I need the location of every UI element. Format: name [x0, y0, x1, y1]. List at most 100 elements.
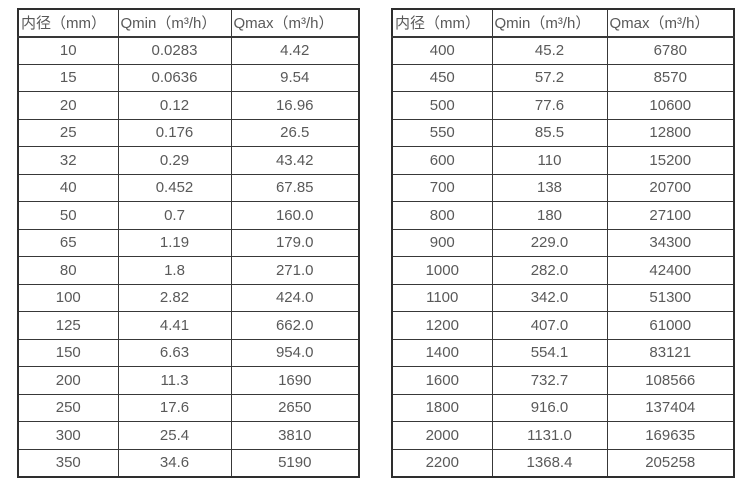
table-cell: 916.0	[491, 393, 608, 422]
table-cell: 12800	[606, 118, 735, 147]
table-cell: 1800	[391, 393, 493, 422]
table-row: 1200 407.0 61000	[391, 311, 735, 340]
table-cell: 11.3	[117, 366, 232, 395]
table-cell: 42400	[606, 256, 735, 285]
table-row: 1800 916.0 137404	[391, 393, 735, 422]
table-cell: 700	[391, 173, 493, 202]
table-cell: 25.4	[117, 421, 232, 450]
table-cell: 83121	[606, 338, 735, 367]
table-cell: 2.82	[117, 283, 232, 312]
table-cell: 600	[391, 146, 493, 175]
table-cell: 45.2	[491, 36, 608, 65]
table-cell: 200	[17, 366, 119, 395]
table-cell: 900	[391, 228, 493, 257]
table-row: 100 2.82 424.0	[17, 283, 360, 312]
table-cell: 17.6	[117, 393, 232, 422]
table-cell: 550	[391, 118, 493, 147]
table-cell: 1.19	[117, 228, 232, 257]
table-row: 2200 1368.4 205258	[391, 448, 735, 477]
table-cell: 85.5	[491, 118, 608, 147]
table-cell: 407.0	[491, 311, 608, 340]
table-cell: 1368.4	[491, 448, 608, 477]
table-cell: 424.0	[230, 283, 360, 312]
table-row: 200 11.3 1690	[17, 366, 360, 395]
table-cell: 10600	[606, 91, 735, 120]
table-cell: 180	[491, 201, 608, 230]
table-cell: 26.5	[230, 118, 360, 147]
table-row: 150 6.63 954.0	[17, 338, 360, 367]
table-row: 1600 732.7 108566	[391, 366, 735, 395]
table-cell: 67.85	[230, 173, 360, 202]
table-cell: 138	[491, 173, 608, 202]
table-row: 25 0.176 26.5	[17, 118, 360, 147]
table-cell: 16.96	[230, 91, 360, 120]
table-row: 内径（mm） Qmin（m³/h） Qmax（m³/h）	[391, 8, 735, 38]
table-cell: 1.8	[117, 256, 232, 285]
table-cell: 4.41	[117, 311, 232, 340]
table-cell: 51300	[606, 283, 735, 312]
table-row: 450 57.2 8570	[391, 63, 735, 92]
table-cell: 34300	[606, 228, 735, 257]
table-row: 550 85.5 12800	[391, 118, 735, 147]
table-row: 300 25.4 3810	[17, 421, 360, 450]
table-body: 10 0.0283 4.42 15 0.0636 9.54 20 0.12 16.96 25 0.1…	[17, 36, 360, 477]
table-cell: 1100	[391, 283, 493, 312]
column-header-qmin: Qmin（m³/h）	[491, 8, 608, 38]
table-row: 800 180 27100	[391, 201, 735, 230]
table-cell: 10	[17, 36, 119, 65]
table-cell: 0.7	[117, 201, 232, 230]
table-cell: 1200	[391, 311, 493, 340]
table-row: 20 0.12 16.96	[17, 91, 360, 120]
table-row: 1000 282.0 42400	[391, 256, 735, 285]
table-row: 内径（mm） Qmin（m³/h） Qmax（m³/h）	[17, 8, 360, 38]
table-cell: 300	[17, 421, 119, 450]
table-cell: 205258	[606, 448, 735, 477]
table-body: 400 45.2 6780 450 57.2 8570 500 77.6 10600 550 85.…	[391, 36, 735, 477]
table-row: 500 77.6 10600	[391, 91, 735, 120]
table-cell: 179.0	[230, 228, 360, 257]
flow-rate-table-large-diameters: 内径（mm） Qmin（m³/h） Qmax（m³/h） 400 45.2 6780…	[391, 8, 735, 478]
table-cell: 662.0	[230, 311, 360, 340]
table-row: 250 17.6 2650	[17, 393, 360, 422]
table-cell: 15	[17, 63, 119, 92]
table-cell: 169635	[606, 421, 735, 450]
table-row: 15 0.0636 9.54	[17, 63, 360, 92]
table-cell: 1600	[391, 366, 493, 395]
table-row: 400 45.2 6780	[391, 36, 735, 65]
table-cell: 229.0	[491, 228, 608, 257]
table-cell: 342.0	[491, 283, 608, 312]
table-cell: 1131.0	[491, 421, 608, 450]
table-cell: 9.54	[230, 63, 360, 92]
table-cell: 0.0636	[117, 63, 232, 92]
column-header-qmax: Qmax（m³/h）	[230, 8, 360, 38]
table-header-row: 内径（mm） Qmin（m³/h） Qmax（m³/h）	[17, 8, 360, 38]
table-cell: 1400	[391, 338, 493, 367]
table-cell: 40	[17, 173, 119, 202]
table-cell: 150	[17, 338, 119, 367]
flow-rate-table-small-diameters: 内径（mm） Qmin（m³/h） Qmax（m³/h） 10 0.0283 4.4…	[17, 8, 360, 478]
table-cell: 0.452	[117, 173, 232, 202]
table-cell: 27100	[606, 201, 735, 230]
table-cell: 2650	[230, 393, 360, 422]
table-cell: 20	[17, 91, 119, 120]
table-cell: 5190	[230, 448, 360, 477]
table-cell: 0.12	[117, 91, 232, 120]
table-cell: 2000	[391, 421, 493, 450]
table-cell: 3810	[230, 421, 360, 450]
table-cell: 350	[17, 448, 119, 477]
column-header-qmin: Qmin（m³/h）	[117, 8, 232, 38]
table-cell: 800	[391, 201, 493, 230]
table-row: 80 1.8 271.0	[17, 256, 360, 285]
table-cell: 125	[17, 311, 119, 340]
table-row: 32 0.29 43.42	[17, 146, 360, 175]
table-cell: 250	[17, 393, 119, 422]
table-cell: 282.0	[491, 256, 608, 285]
table-cell: 80	[17, 256, 119, 285]
table-row: 2000 1131.0 169635	[391, 421, 735, 450]
table-row: 900 229.0 34300	[391, 228, 735, 257]
table-cell: 2200	[391, 448, 493, 477]
table-cell: 400	[391, 36, 493, 65]
table-cell: 77.6	[491, 91, 608, 120]
table-cell: 554.1	[491, 338, 608, 367]
table-cell: 15200	[606, 146, 735, 175]
